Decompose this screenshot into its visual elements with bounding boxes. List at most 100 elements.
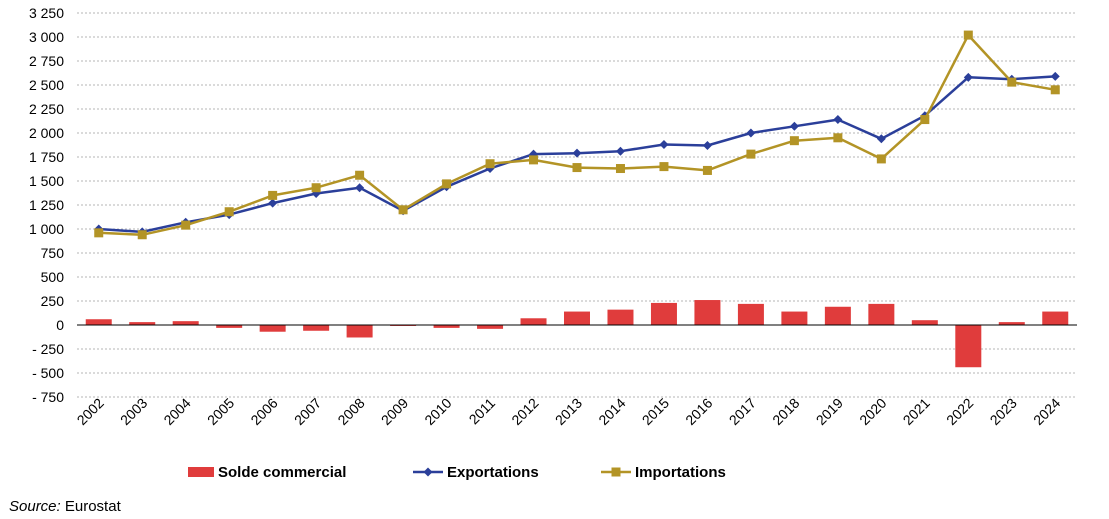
data-point xyxy=(572,148,582,158)
data-point xyxy=(398,205,408,215)
bar-series xyxy=(85,300,1069,368)
x-tick-label: 2013 xyxy=(552,395,585,428)
legend-item: Solde commercial xyxy=(188,464,346,481)
data-point xyxy=(572,163,582,173)
legend-label: Importations xyxy=(635,464,726,481)
x-tick-label: 2022 xyxy=(943,395,976,428)
data-point xyxy=(920,115,930,125)
data-point xyxy=(268,198,278,208)
gridlines xyxy=(77,12,1077,398)
x-tick-label: 2010 xyxy=(421,395,454,428)
source-value: Eurostat xyxy=(64,498,121,515)
x-tick-label: 2004 xyxy=(160,395,193,428)
legend-marker xyxy=(423,467,433,477)
bar xyxy=(433,325,460,328)
bar xyxy=(85,319,112,325)
y-tick-label: 0 xyxy=(56,317,64,333)
bar xyxy=(520,318,547,325)
bar xyxy=(781,311,808,325)
y-tick-label: - 500 xyxy=(32,365,64,381)
data-point xyxy=(529,155,539,165)
data-point xyxy=(615,146,625,156)
bar xyxy=(564,311,590,325)
x-tick-label: 2007 xyxy=(291,395,324,428)
data-point xyxy=(659,162,669,172)
trade-chart: 3 250 3 000 2 750 2 500 2 250 2 000 1 750 1 500… xyxy=(29,5,1077,481)
bar xyxy=(129,322,156,325)
bar xyxy=(172,321,199,325)
series-importations xyxy=(94,30,1060,240)
bar xyxy=(477,325,504,329)
legend-label: Exportations xyxy=(447,464,539,481)
legend: Solde commercial Exportations Importations xyxy=(188,464,726,481)
legend-label: Solde commercial xyxy=(218,464,346,481)
data-point xyxy=(746,149,756,159)
data-point xyxy=(659,140,669,150)
y-tick-label: 2 500 xyxy=(29,77,64,93)
y-tick-label: 3 000 xyxy=(29,29,64,45)
y-tick-label: - 250 xyxy=(32,341,64,357)
legend-marker xyxy=(611,467,621,477)
data-point xyxy=(311,183,321,193)
series-exportations xyxy=(94,71,1060,237)
data-point xyxy=(181,220,191,230)
x-tick-label: 2015 xyxy=(639,395,672,428)
bar xyxy=(303,325,330,331)
legend-swatch xyxy=(188,467,214,477)
x-tick-label: 2019 xyxy=(813,395,846,428)
source-note: Source: Eurostat xyxy=(9,498,121,515)
y-tick-label: 750 xyxy=(41,245,65,261)
bar xyxy=(998,322,1025,325)
legend-item: Exportations xyxy=(413,464,539,481)
bar xyxy=(694,300,721,325)
data-point xyxy=(746,128,756,138)
x-tick-label: 2002 xyxy=(74,395,107,428)
data-point xyxy=(355,183,365,193)
y-tick-label: - 750 xyxy=(32,389,64,405)
data-point xyxy=(963,30,973,40)
x-tick-label: 2006 xyxy=(247,395,280,428)
data-point xyxy=(789,136,799,146)
x-axis: 2002 2003 2004 2005 2006 2007 2008 2009 2010 2011… xyxy=(74,395,1064,428)
data-point xyxy=(355,170,365,180)
data-point xyxy=(789,121,799,131)
bar xyxy=(824,306,851,325)
data-point xyxy=(442,179,452,189)
data-point xyxy=(702,140,712,150)
x-tick-label: 2017 xyxy=(726,395,759,428)
data-point xyxy=(485,159,495,169)
y-tick-label: 500 xyxy=(41,269,65,285)
line-series xyxy=(94,30,1060,240)
y-tick-label: 2 000 xyxy=(29,125,64,141)
x-tick-label: 2016 xyxy=(682,395,715,428)
data-point xyxy=(833,133,843,143)
bar xyxy=(911,320,938,325)
legend-item: Importations xyxy=(601,464,726,481)
bar xyxy=(607,309,634,325)
x-tick-label: 2020 xyxy=(856,395,889,428)
x-tick-label: 2021 xyxy=(900,395,933,428)
data-point xyxy=(137,230,147,240)
bar xyxy=(216,325,243,328)
x-tick-label: 2005 xyxy=(204,395,237,428)
data-point xyxy=(876,134,886,144)
x-tick-label: 2009 xyxy=(378,395,411,428)
data-point xyxy=(615,164,625,174)
y-tick-label: 250 xyxy=(41,293,65,309)
source-label: Source: xyxy=(9,498,61,515)
data-point xyxy=(268,190,278,200)
data-point xyxy=(876,154,886,164)
bar xyxy=(1042,311,1069,325)
data-point xyxy=(702,165,712,175)
bar xyxy=(955,325,982,368)
x-tick-label: 2011 xyxy=(466,395,499,428)
bar xyxy=(650,302,677,325)
y-tick-label: 1 750 xyxy=(29,149,64,165)
y-tick-label: 1 000 xyxy=(29,221,64,237)
bar xyxy=(259,325,286,332)
x-tick-label: 2018 xyxy=(769,395,802,428)
y-tick-label: 2 750 xyxy=(29,53,64,69)
x-tick-label: 2012 xyxy=(508,395,541,428)
x-tick-label: 2024 xyxy=(1030,395,1063,428)
x-tick-label: 2008 xyxy=(334,395,367,428)
